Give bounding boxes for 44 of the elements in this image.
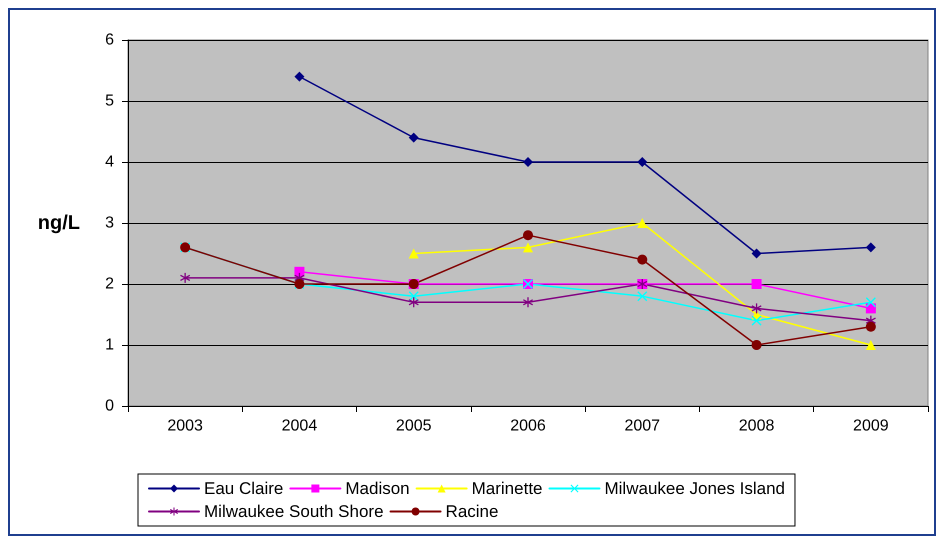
point xyxy=(866,242,876,252)
y-tick-label: 4 xyxy=(105,154,114,170)
point xyxy=(523,230,533,240)
point xyxy=(408,297,419,308)
legend-label: Milwaukee South Shore xyxy=(204,502,384,521)
point xyxy=(523,157,533,167)
legend-label: Madison xyxy=(345,479,410,498)
point xyxy=(637,254,648,265)
point xyxy=(637,291,648,302)
x-tick-label: 2005 xyxy=(396,418,432,434)
legend-label: Eau Claire xyxy=(204,479,284,498)
legend-label: Racine xyxy=(446,502,498,521)
y-tick-label: 3 xyxy=(105,214,114,232)
y-tick-label: 1 xyxy=(105,336,114,354)
point xyxy=(408,248,419,258)
y-tick-label: 6 xyxy=(105,32,114,48)
point xyxy=(180,272,190,283)
x-tick-label: 2008 xyxy=(738,418,774,434)
point xyxy=(523,242,533,252)
point xyxy=(408,132,419,143)
x-tick-label: 2007 xyxy=(624,418,660,434)
legend-label: Marinette xyxy=(472,479,543,498)
point xyxy=(752,279,762,289)
point xyxy=(752,303,762,314)
point xyxy=(752,248,762,258)
point xyxy=(752,316,762,326)
y-tick-label: 2 xyxy=(105,276,114,292)
point xyxy=(637,218,648,228)
legend-label: Milwaukee Jones Island xyxy=(604,479,785,498)
x-tick-label: 2009 xyxy=(853,418,889,434)
point xyxy=(752,340,762,350)
y-tick-label: 5 xyxy=(105,92,114,110)
point xyxy=(866,340,876,350)
point xyxy=(637,157,648,167)
x-tick-label: 2004 xyxy=(282,418,318,434)
point xyxy=(294,72,304,82)
point xyxy=(866,297,876,308)
point xyxy=(408,291,419,302)
y-tick-label: 0 xyxy=(105,398,114,414)
point xyxy=(523,297,533,308)
x-tick-label: 2006 xyxy=(510,418,546,434)
x-tick-label: 2003 xyxy=(167,418,204,434)
point xyxy=(866,322,876,332)
y-axis-title: ng/L xyxy=(38,212,80,234)
